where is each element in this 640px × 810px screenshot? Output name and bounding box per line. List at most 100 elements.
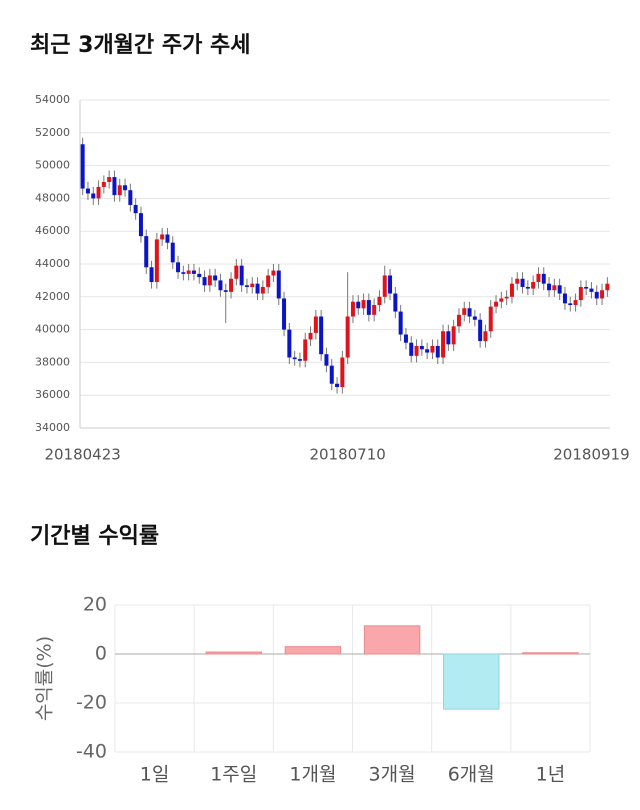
x-tick-label: 20180710 [309,446,385,464]
candle-body [525,286,530,289]
candle-body [176,262,181,273]
candle-body [287,329,292,358]
candle-body [441,331,446,358]
y-tick-label: 38000 [35,355,70,368]
bar [363,625,421,655]
y-tick-label: 20 [83,594,107,616]
candle-body [488,306,493,332]
candle-body [403,334,408,343]
candle-body [313,316,318,333]
candle-body [557,285,562,294]
y-axis-label: 수익률(%) [34,636,56,721]
candle-body [382,275,387,297]
candle-body [483,331,488,342]
candle-body [282,298,287,330]
y-tick-label: 34000 [35,421,70,434]
candle-body [594,291,599,299]
candle-body [181,272,186,274]
candle-body [138,213,143,237]
candle-body [414,346,419,356]
candle-body [85,188,90,194]
candle-body [361,300,366,309]
candle-body [292,357,297,360]
candle-body [515,278,520,284]
candle-body [409,342,414,356]
candle-body [144,236,149,268]
candle-body [573,300,578,305]
y-tick-label: 42000 [35,290,70,303]
candle-body [250,283,255,287]
candle-body [509,283,514,297]
candle-body [589,288,594,292]
candle-body [303,339,308,361]
x-tick-label: 1주일 [210,764,257,786]
candle-body [547,283,552,291]
bar [522,652,579,655]
x-tick-label: 1년 [536,764,566,786]
candle-body [451,326,456,345]
chart-title: 기간별 수익률 [30,524,159,549]
candle-body [456,314,461,327]
candle-body [329,365,334,384]
candle-body [472,316,477,320]
candle-body [430,346,435,353]
candle-body [107,177,112,182]
y-tick-label: 46000 [35,224,70,237]
y-tick-label: 0 [95,643,107,665]
candle-body [207,275,212,286]
x-tick-label: 6개월 [448,764,495,786]
candle-body [117,185,122,196]
candle-body [372,305,377,315]
x-tick-label: 3개월 [369,764,416,786]
candle-body [128,190,133,205]
candle-body [578,286,583,301]
candle-body [197,273,202,278]
candle-body [393,293,398,312]
candle-body [96,186,101,199]
y-tick-label: 48000 [35,191,70,204]
candle-body [266,275,271,287]
x-tick-label: 20180423 [44,446,120,464]
candle-body [541,273,546,284]
candle-body [504,296,509,299]
candle-body [584,286,589,289]
candle-body [223,290,228,292]
x-tick-label: 20180919 [553,446,629,464]
candle-body [186,270,191,274]
candle-body [552,285,557,291]
candle-body [356,301,361,309]
candle-body [324,354,329,366]
candle-body [531,282,536,289]
x-tick-label: 1일 [140,764,170,786]
candle-body [600,290,605,299]
candle-body [271,270,276,276]
candle-body [435,346,440,358]
candle-body [202,277,207,286]
candle-body [123,185,128,191]
candle-body [562,293,567,304]
candle-body [494,301,499,307]
candle-body [308,332,313,340]
candle-body [133,204,138,214]
y-tick-label: 40000 [35,323,70,336]
candle-body [319,316,324,355]
candle-body [345,316,350,358]
candle-body [276,270,281,299]
candle-body [244,285,249,287]
candle-body [478,319,483,342]
candle-body [154,239,159,283]
candle-body [239,265,244,286]
candle-body [234,265,239,279]
chart-title: 최근 3개월간 주가 추세 [30,33,250,58]
candle-body [446,331,451,345]
x-tick-label: 1개월 [289,764,336,786]
y-tick-label: 36000 [35,388,70,401]
candle-body [91,193,96,199]
candle-body [467,308,472,317]
candle-body [425,349,430,353]
candle-body [398,311,403,335]
candle-body [462,308,467,315]
candle-body [340,357,345,387]
